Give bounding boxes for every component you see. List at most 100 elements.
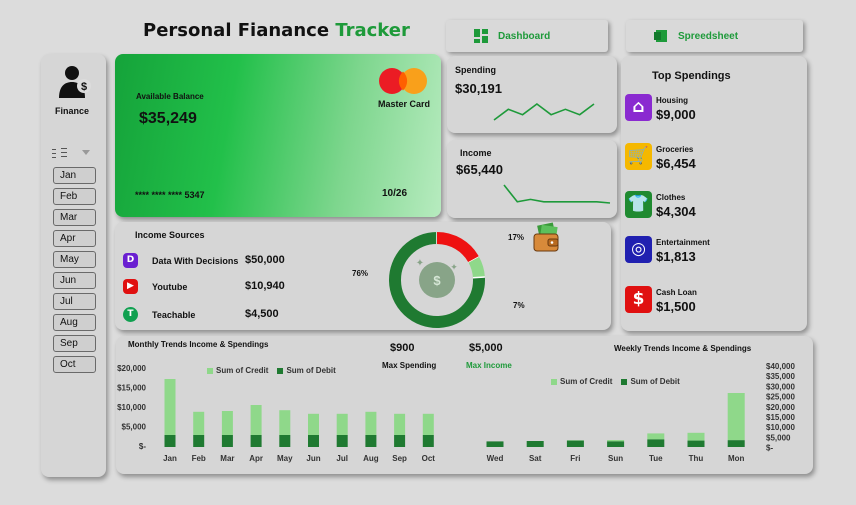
y-tick: $20,000	[117, 364, 146, 373]
bar-debit-thu	[687, 440, 705, 447]
groceries-icon: 🛒	[625, 143, 652, 170]
y-tick: $5,000	[766, 433, 791, 442]
spreadsheet-button[interactable]: Spreedsheet	[626, 20, 803, 52]
spending-sparkline	[493, 102, 595, 121]
x-tick-mar: Mar	[220, 454, 234, 463]
top-spending-amount: $1,813	[656, 249, 696, 264]
max-spending-value: $900	[390, 342, 415, 354]
legend-credit-weekly: Sum of Credit	[560, 377, 613, 386]
card-brand: Master Card	[378, 99, 431, 109]
bar-debit-tue	[647, 439, 665, 447]
d-logo-icon: D	[123, 253, 138, 268]
month-button-oct[interactable]: Oct	[53, 356, 96, 373]
month-button-feb[interactable]: Feb	[53, 188, 96, 205]
bar-credit-feb	[193, 411, 205, 435]
month-button-aug[interactable]: Aug	[53, 314, 96, 331]
income-label: Income	[460, 148, 492, 158]
bar-debit-aug	[365, 435, 377, 447]
bar-credit-may	[279, 410, 291, 435]
x-tick-mon: Mon	[728, 454, 745, 463]
top-spending-amount: $4,304	[656, 204, 696, 219]
y-tick: $35,000	[766, 372, 795, 381]
max-income-label: Max Income	[466, 361, 512, 370]
spending-label: Spending	[455, 65, 496, 75]
top-spending-name: Entertainment	[656, 238, 710, 247]
bar-debit-apr	[250, 435, 262, 447]
y-tick: $15,000	[117, 384, 146, 393]
x-tick-jun: Jun	[306, 454, 320, 463]
x-tick-sep: Sep	[392, 454, 407, 463]
top-spending-name: Clothes	[656, 193, 686, 202]
month-button-mar[interactable]: Mar	[53, 209, 96, 226]
y-tick: $10,000	[117, 403, 146, 412]
top-spending-name: Cash Loan	[656, 288, 697, 297]
income-sources-title: Income Sources	[135, 230, 205, 240]
donut-slice-2	[436, 232, 480, 263]
top-spending-name: Housing	[656, 96, 688, 105]
spreadsheet-label: Spreedsheet	[678, 30, 739, 42]
bar-debit-jun	[308, 435, 319, 447]
month-button-may[interactable]: May	[53, 251, 96, 268]
wallet-icon	[533, 222, 559, 252]
dashboard-button[interactable]: Dashboard	[446, 20, 608, 52]
shirt-icon: 👕	[625, 191, 652, 218]
income-sources-panel	[115, 222, 611, 330]
house-icon: ⌂	[625, 94, 652, 121]
bar-debit-oct	[422, 435, 434, 447]
title-accent: Tracker	[335, 20, 410, 41]
income-donut-chart: $ ✦ ✦	[389, 232, 485, 328]
x-tick-jan: Jan	[163, 454, 177, 463]
top-spending-amount: $1,500	[656, 299, 696, 314]
x-tick-oct: Oct	[422, 454, 436, 463]
teachable-icon: T	[123, 307, 138, 322]
slicer-filter-icons[interactable]	[52, 147, 94, 159]
bar-credit-jan	[164, 379, 176, 435]
month-button-sep[interactable]: Sep	[53, 335, 96, 352]
max-income-value: $5,000	[469, 342, 503, 354]
x-tick-may: May	[277, 454, 293, 463]
income-source-name: Youtube	[152, 282, 188, 292]
income-source-amount: $4,500	[245, 308, 279, 320]
legend-swatch-debit	[277, 367, 284, 374]
top-spending-amount: $6,454	[656, 156, 696, 171]
y-tick: $10,000	[766, 423, 795, 432]
x-tick-sun: Sun	[608, 454, 623, 463]
bar-credit-mar	[221, 411, 233, 435]
month-button-apr[interactable]: Apr	[53, 230, 96, 247]
legend-debit: Sum of Debit	[286, 366, 336, 375]
x-tick-wed: Wed	[487, 454, 504, 463]
youtube-icon: ▶	[123, 279, 138, 294]
income-source-amount: $50,000	[245, 254, 285, 266]
income-panel	[447, 140, 617, 218]
bar-debit-fri	[566, 440, 584, 447]
y-tick: $15,000	[766, 413, 795, 422]
bar-credit-jul	[336, 413, 348, 435]
month-button-jul[interactable]: Jul	[53, 293, 96, 310]
bar-debit-may	[279, 435, 291, 447]
donut-slice-separator	[472, 276, 485, 279]
legend-debit-weekly: Sum of Debit	[630, 377, 680, 386]
bar-debit-mar	[221, 435, 233, 447]
income-source-name: Data With Decisions	[152, 256, 239, 266]
bar-credit-apr	[250, 405, 262, 435]
bar-debit-sep	[394, 435, 406, 447]
money-bag-icon	[419, 262, 455, 298]
money-bag-neck	[431, 264, 443, 271]
y-tick: $25,000	[766, 393, 795, 402]
x-tick-feb: Feb	[192, 454, 206, 463]
month-button-jan[interactable]: Jan	[53, 167, 96, 184]
legend-credit: Sum of Credit	[216, 366, 269, 375]
x-tick-tue: Tue	[649, 454, 663, 463]
bar-credit-oct	[422, 413, 434, 435]
weekly-chart-title: Weekly Trends Income & Spendings	[614, 344, 752, 353]
x-tick-fri: Fri	[570, 454, 580, 463]
bar-credit-thu	[687, 432, 705, 441]
donut-slice-1	[389, 232, 485, 328]
svg-text:✦: ✦	[416, 258, 424, 269]
top-spending-name: Groceries	[656, 145, 694, 154]
monthly-chart-title: Monthly Trends Income & Spendings	[128, 340, 269, 349]
month-button-jun[interactable]: Jun	[53, 272, 96, 289]
donut-label-2: 17%	[508, 233, 525, 242]
y-tick: $-	[139, 442, 146, 451]
